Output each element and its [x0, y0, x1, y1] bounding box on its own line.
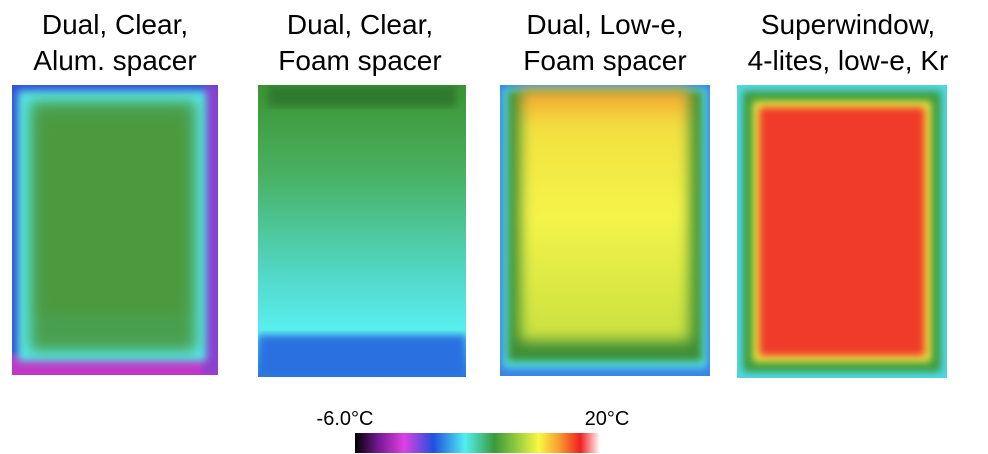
- thermal-image: [500, 85, 710, 376]
- panel-title: Alum. spacer: [33, 45, 196, 76]
- panel-title: Superwindow,: [761, 9, 935, 40]
- colorbar-min-label: -6.0°C: [317, 408, 374, 430]
- thermal-image: [737, 85, 947, 378]
- panel-title: Dual, Clear,: [42, 9, 188, 40]
- panel-title: Dual, Clear,: [287, 9, 433, 40]
- panel-title: 4-lites, low-e, Kr: [748, 45, 949, 76]
- figure: Dual, Clear, Alum. spacer Dual, Clear, F…: [0, 0, 988, 454]
- colorbar: [355, 433, 600, 453]
- thermal-image: [258, 85, 466, 377]
- panel-title: Dual, Low-e,: [526, 9, 683, 40]
- thermal-image: [2, 85, 228, 385]
- panel-title: Foam spacer: [523, 45, 686, 76]
- panel-title: Foam spacer: [278, 45, 441, 76]
- colorbar-max-label: 20°C: [585, 408, 630, 430]
